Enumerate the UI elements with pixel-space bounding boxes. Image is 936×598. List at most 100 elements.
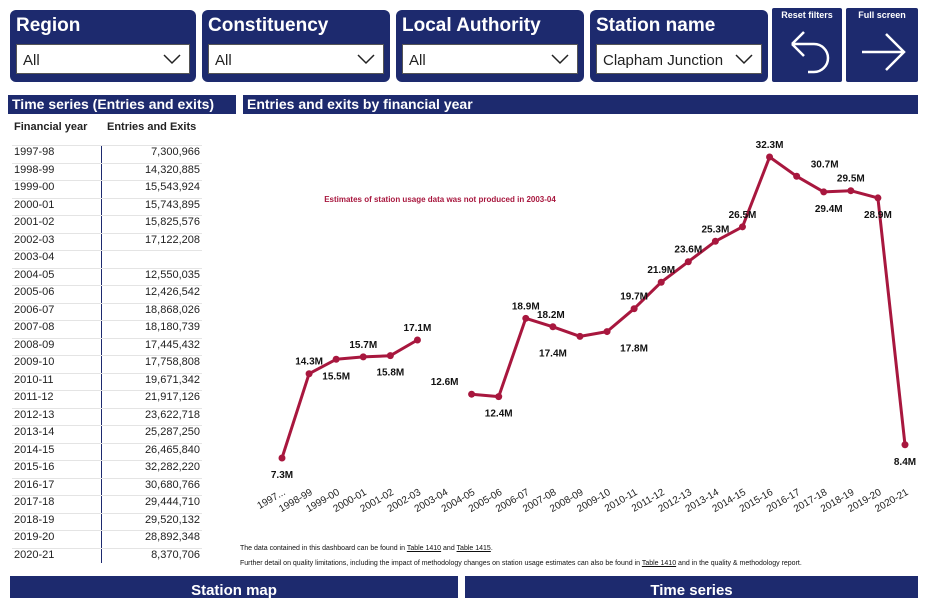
- row-separator: [12, 477, 202, 479]
- reset-button[interactable]: Reset filters: [772, 8, 842, 82]
- year-cell: 2017-18: [14, 496, 55, 509]
- value-cell: 15,743,895: [144, 198, 200, 211]
- data-point: [657, 278, 665, 286]
- data-label: 14.3M: [295, 357, 323, 368]
- dropdown-value: All: [23, 52, 40, 69]
- tab[interactable]: Station map: [10, 576, 458, 598]
- row-separator: [12, 355, 202, 357]
- data-label: 18.9M: [512, 301, 540, 312]
- chevron: [163, 54, 181, 65]
- row-separator: [12, 390, 202, 392]
- value-cell: 12,550,035: [144, 268, 200, 281]
- data-label: 12.4M: [485, 409, 513, 420]
- data-point: [278, 454, 286, 462]
- note-text: and: [441, 545, 457, 552]
- chevron: [357, 54, 375, 65]
- data-label: 25.3M: [701, 224, 729, 235]
- region-filter[interactable]: Region All: [10, 10, 196, 82]
- link[interactable]: Table 1410: [406, 545, 442, 552]
- column-header: Entries and Exits: [107, 121, 197, 133]
- data-point: [332, 355, 340, 363]
- row-separator: [12, 530, 202, 532]
- filter-label: Local Authority: [402, 15, 541, 36]
- link[interactable]: Table 1410: [641, 560, 677, 567]
- station-filter[interactable]: Station name Clapham Junction: [590, 10, 768, 82]
- row-separator: [12, 215, 202, 217]
- data-point: [576, 332, 584, 340]
- row-separator: [12, 547, 202, 549]
- local-authority-filter[interactable]: Local Authority All: [396, 10, 584, 82]
- year-cell: 2019-20: [14, 531, 55, 544]
- button-label: Full screen: [858, 10, 906, 20]
- dropdown[interactable]: All: [16, 44, 190, 74]
- data-label: 28.9M: [864, 210, 892, 221]
- row-separator: [12, 320, 202, 322]
- year-cell: 2010-11: [14, 373, 54, 386]
- row-separator: [12, 512, 202, 514]
- data-point: [413, 336, 421, 344]
- data-label: 26.5M: [729, 210, 757, 221]
- data-label: 19.7M: [620, 292, 648, 303]
- value-cell: 12,426,542: [144, 286, 200, 299]
- row-separator: [12, 372, 202, 374]
- note-text: and in the quality & methodology report.: [676, 560, 802, 567]
- chevron: [551, 54, 569, 65]
- value-cell: 17,758,808: [144, 356, 200, 369]
- value-cell: 26,465,840: [144, 443, 200, 456]
- dropdown[interactable]: All: [208, 44, 384, 74]
- year-cell: 2006-07: [14, 303, 55, 316]
- year-cell: 2005-06: [14, 286, 55, 299]
- tab[interactable]: Time series: [465, 576, 918, 598]
- year-cell: 2018-19: [14, 513, 55, 526]
- panel-title: Entries and exits by financial year: [243, 95, 918, 114]
- data-point: [847, 187, 855, 195]
- year-cell: 2016-17: [14, 478, 55, 491]
- column-header: Financial year: [14, 121, 88, 133]
- chevron: [735, 54, 753, 65]
- dropdown-value: Clapham Junction: [603, 52, 724, 69]
- data-point: [359, 353, 367, 361]
- data-point: [684, 258, 692, 266]
- data-label: 17.8M: [620, 344, 648, 355]
- value-cell: 25,287,250: [144, 426, 200, 439]
- year-cell: 2001-02: [14, 216, 55, 229]
- fullscreen-button[interactable]: Full screen: [846, 8, 918, 82]
- year-cell: 2004-05: [14, 268, 55, 281]
- year-cell: 2013-14: [14, 426, 55, 439]
- link[interactable]: Table 1415: [456, 545, 491, 552]
- note: Further detail on quality limitations, i…: [240, 560, 802, 567]
- dropdown-value: All: [215, 52, 232, 69]
- data-table: Financial year Entries and Exits 1997-98 7,…: [8, 118, 236, 568]
- row-separator: [12, 460, 202, 462]
- value-cell: 7,300,966: [151, 146, 200, 158]
- data-label: 7.3M: [271, 470, 293, 481]
- data-label: 21.9M: [647, 265, 675, 276]
- year-cell: 2011-12: [14, 391, 54, 404]
- data-point: [495, 393, 503, 401]
- year-cell: 2000-01: [14, 198, 55, 211]
- dropdown[interactable]: All: [402, 44, 578, 74]
- year-cell: 2002-03: [14, 233, 55, 246]
- data-point: [820, 188, 828, 196]
- data-label: 30.7M: [811, 159, 839, 170]
- value-cell: 8,370,706: [151, 548, 200, 561]
- dropdown[interactable]: Clapham Junction: [596, 44, 762, 74]
- panel-title: Time series (Entries and exits): [8, 95, 236, 114]
- data-point: [522, 314, 530, 322]
- filter-label: Region: [16, 15, 81, 36]
- data-point: [305, 370, 313, 378]
- data-point: [468, 390, 476, 398]
- row-separator: [12, 425, 202, 427]
- value-cell: 14,320,885: [144, 163, 200, 176]
- data-label: 17.4M: [539, 348, 567, 359]
- annotation: Estimates of station usage data was not …: [324, 195, 556, 204]
- row-separator: [12, 495, 202, 497]
- constituency-filter[interactable]: Constituency All: [202, 10, 390, 82]
- note: The data contained in this dashboard can…: [240, 545, 493, 552]
- row-separator: [12, 180, 202, 182]
- data-point: [901, 441, 909, 449]
- year-cell: 1998-99: [14, 163, 55, 176]
- value-cell: 28,892,348: [144, 531, 200, 544]
- value-cell: 15,543,924: [144, 181, 200, 194]
- year-cell: 2014-15: [14, 443, 55, 456]
